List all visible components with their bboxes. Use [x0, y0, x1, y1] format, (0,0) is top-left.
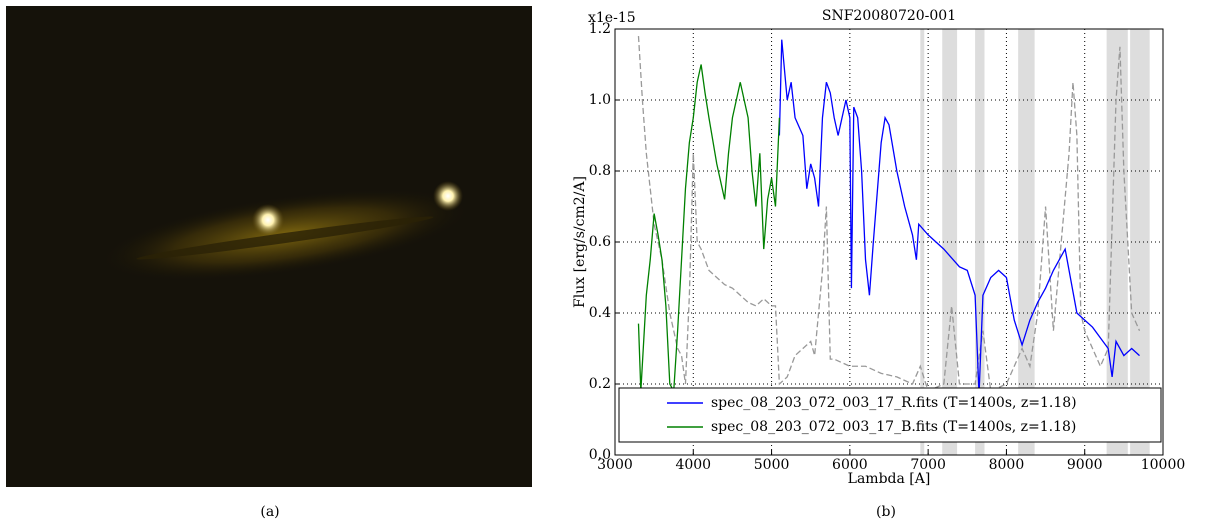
spectrum-line: [637, 36, 1141, 393]
spectrum-plot: 3000 4000 5000 6000 7000 8000 9000 10000 0.0 0.2 0…: [572, 8, 1185, 487]
x-tick-label: 4000: [675, 457, 711, 473]
y-tick-label: 0.0: [589, 447, 611, 463]
y-tick-label: 1.2: [589, 21, 611, 37]
y-tick-label: 0.2: [589, 376, 611, 392]
offset-text: x1e-15: [588, 10, 636, 26]
x-tick-label: 10000: [1141, 457, 1186, 473]
axes-frame: [614, 28, 1164, 456]
x-tick-label: 5000: [754, 457, 790, 473]
legend-label: spec_08_203_072_003_17_R.fits (T=1400s, …: [711, 395, 1077, 411]
telluric-band: [942, 29, 958, 455]
legend-box: [618, 387, 1162, 443]
panel-label: (a): [260, 504, 279, 520]
y-tick-label: 0.6: [589, 234, 611, 250]
telluric-band: [920, 29, 925, 455]
spectrum-line: [637, 64, 781, 394]
y-tick-label: 1.0: [589, 92, 611, 108]
x-tick-label: 7000: [910, 457, 946, 473]
x-axis-label: Lambda [A]: [848, 471, 931, 487]
legend-label: spec_08_203_072_003_17_B.fits (T=1400s, …: [711, 419, 1076, 435]
spectrum-line: [778, 39, 1140, 395]
x-tick-label: 9000: [1067, 457, 1103, 473]
x-tick-label: 6000: [832, 457, 868, 473]
y-axis-label: Flux [erg/s/cm2/A]: [572, 176, 588, 308]
y-tick-label: 0.8: [589, 163, 611, 179]
x-tick-label: 3000: [597, 457, 633, 473]
chart-title: SNF20080720-001: [822, 8, 956, 24]
panel-label: (b): [876, 504, 896, 520]
galaxy-image: [6, 6, 532, 487]
y-tick-label: 0.4: [589, 305, 611, 321]
x-tick-label: 8000: [989, 457, 1025, 473]
